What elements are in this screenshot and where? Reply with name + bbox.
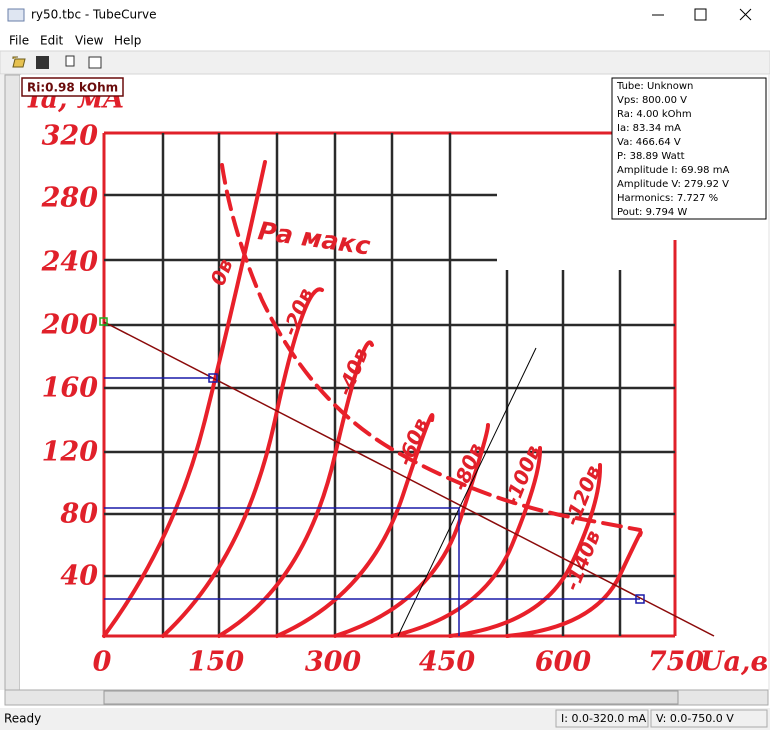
copy-button[interactable]: [65, 55, 75, 67]
y-tick-label: 40: [60, 561, 98, 592]
info-box: [611, 77, 767, 220]
x-tick-label: 450: [419, 647, 476, 678]
menu-bar: [0, 30, 770, 50]
window-title: ry50.tbc - TubeCurve: [31, 8, 157, 22]
x-tick-label: 150: [188, 647, 245, 678]
menu-item[interactable]: View: [75, 34, 104, 48]
x-axis-label: Uа,в: [700, 647, 768, 678]
info-line: Tube: Unknown: [616, 81, 693, 92]
status-pane: [650, 709, 768, 728]
handle[interactable]: [635, 594, 645, 604]
y-tick-label: 80: [59, 499, 98, 530]
x-tick-label: 0: [93, 647, 112, 678]
close-button[interactable]: [739, 8, 752, 21]
window-button[interactable]: [88, 56, 102, 69]
app-icon: [7, 8, 25, 22]
anode-curves: [102, 160, 643, 638]
x-tick-label: 750: [648, 647, 705, 678]
y-tick-label: 160: [42, 373, 99, 404]
y-tick-label: 200: [41, 310, 99, 341]
voltage-range: V: 0.0-750.0 V: [656, 712, 734, 725]
info-line: Amplitude I: 69.98 mA: [617, 165, 729, 176]
ri-text: Ri:0.98 kOhm: [27, 81, 118, 95]
info-line: Pout: 9.794 W: [617, 207, 687, 218]
ri-box: [21, 77, 124, 97]
status-bar: [0, 708, 770, 730]
status-message: Ready: [4, 712, 41, 726]
info-line: Amplitude V: 279.92 V: [617, 179, 729, 190]
operating-lines: [104, 377, 640, 636]
handle[interactable]: [208, 373, 218, 383]
info-lines: Tube: Unknown Vps: 800.00 V Ra: 4.00 kOh…: [616, 81, 729, 218]
info-line: Ra: 4.00 kOhm: [617, 109, 692, 120]
info-line: Ia: 83.34 mA: [617, 123, 681, 134]
grid: [104, 133, 675, 636]
info-line: Vps: 800.00 V: [617, 95, 687, 106]
scroll-thumb[interactable]: [103, 690, 679, 705]
tangent-line: [397, 347, 537, 637]
open-button[interactable]: [12, 56, 26, 68]
toolbar: [0, 50, 770, 75]
menu-item[interactable]: Edit: [40, 34, 64, 48]
title-bar: [0, 0, 770, 30]
maximize-button[interactable]: [694, 8, 707, 21]
x-tick-label: 300: [305, 647, 362, 678]
info-line: P: 38.89 Watt: [617, 151, 685, 162]
y-tick-label: 320: [42, 121, 99, 152]
y-tick-label: 240: [41, 247, 99, 278]
menu-item[interactable]: Help: [114, 34, 141, 48]
y-tick-label: 120: [42, 437, 99, 468]
load-line: [103, 321, 715, 637]
current-range: I: 0.0-320.0 mA: [561, 712, 647, 725]
info-line: Va: 466.64 V: [617, 137, 681, 148]
vertical-scrollbar[interactable]: [4, 74, 21, 691]
menu-item[interactable]: File: [9, 34, 29, 48]
handle[interactable]: [99, 317, 108, 326]
status-pane: [555, 709, 649, 728]
y-tick-label: 280: [41, 183, 99, 214]
info-line: Harmonics: 7.727 %: [617, 193, 718, 204]
x-tick-label: 600: [535, 647, 592, 678]
save-button[interactable]: [36, 56, 49, 69]
